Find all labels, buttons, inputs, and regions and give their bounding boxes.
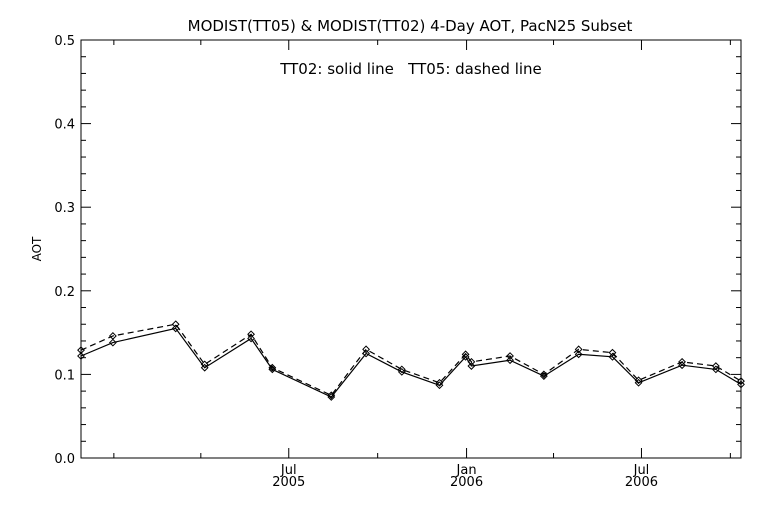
data-point-tt05 [247,330,255,339]
y-tick-label: 0.3 [54,201,75,216]
data-point-tt05 [268,363,277,372]
line-style-annotation: TT02: solid line TT05: dashed line [279,60,542,78]
series-line-tt02 [80,327,742,398]
data-point-tt05 [397,365,406,374]
data-point-tt02 [467,362,476,370]
data-point-tt05 [77,346,85,355]
data-point-tt02 [506,356,514,365]
data-point-tt05 [608,348,617,357]
y-axis-label: AOT [30,236,44,261]
series-line-tt05 [80,323,742,397]
data-point-tt05 [711,362,720,370]
data-point-tt05 [574,345,583,354]
data-point-tt05 [171,320,180,329]
plot-frame [80,39,742,459]
data-point-tt05 [506,352,514,360]
x-tick-label-month: Jul [280,463,297,478]
y-tick-label: 0.2 [54,285,75,300]
x-tick-label-year: 2006 [625,475,658,490]
data-point-tt05 [737,377,745,385]
y-tick-label: 0.1 [54,368,75,383]
data-point-tt02 [737,380,745,389]
series-tt05 [77,320,745,400]
series-tt02 [77,324,745,401]
data-point-tt05 [362,345,370,354]
data-point-tt02 [711,365,720,374]
data-point-tt05 [108,332,117,340]
data-point-tt05 [327,391,336,400]
x-tick-label-month: Jan [456,463,477,478]
series-layer [77,320,745,401]
x-tick-label-month: Jul [633,463,650,478]
data-point-tt05 [435,378,444,387]
y-tick-label: 0.4 [54,118,75,133]
data-point-tt05 [200,360,209,369]
data-point-tt05 [539,370,548,379]
data-point-tt02 [108,338,117,347]
data-point-tt05 [634,376,643,385]
y-tick-label: 0.0 [54,452,75,467]
data-point-tt02 [200,363,209,372]
data-point-tt02 [574,350,583,359]
data-point-tt02 [678,361,686,370]
data-point-tt02 [247,334,255,343]
data-point-tt05 [467,357,476,366]
x-tick-label-year: 2006 [450,475,483,490]
data-point-tt05 [678,357,686,366]
data-point-tt05 [461,350,470,359]
x-tick-label-year: 2005 [272,475,305,490]
chart-title: MODIST(TT05) & MODIST(TT02) 4-Day AOT, P… [188,17,633,35]
y-tick-label: 0.5 [54,34,75,49]
data-point-tt02 [77,352,85,360]
